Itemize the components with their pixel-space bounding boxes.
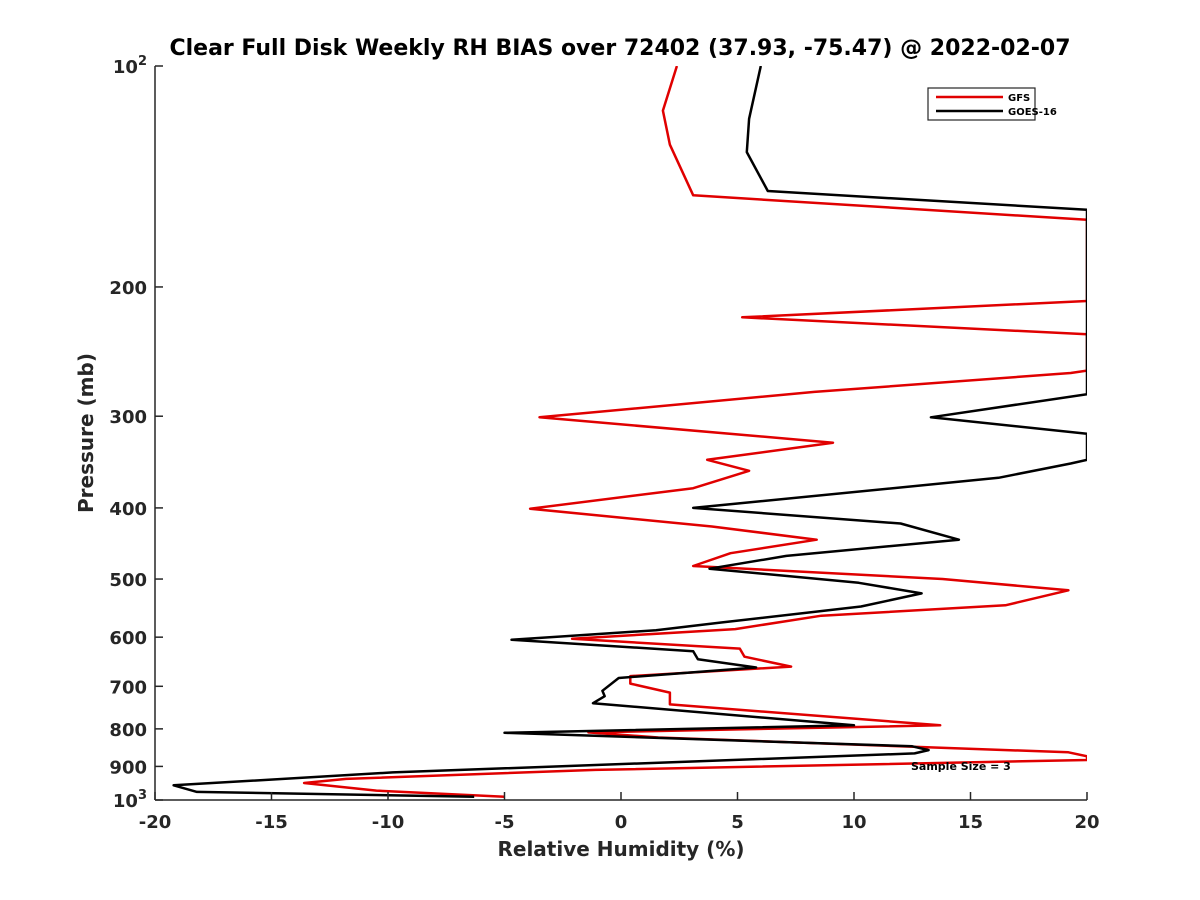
y-tick-label-power: 103 <box>113 788 147 812</box>
x-ticks: -20 -15 -10 -5 0 5 10 15 20 <box>139 792 1100 833</box>
chart-title: Clear Full Disk Weekly RH BIAS over 7240… <box>169 36 1070 61</box>
x-tick-label: 5 <box>731 812 744 833</box>
legend-label-gfs: GFS <box>1008 93 1030 104</box>
y-tick-label: 500 <box>109 570 147 591</box>
legend-box <box>927 87 1036 121</box>
sample-size-annotation: Sample Size = 3 <box>911 760 1011 773</box>
x-tick-label: 20 <box>1074 812 1099 833</box>
y-axis-label: Pressure (mb) <box>74 353 98 513</box>
y-tick-label: 900 <box>109 757 147 778</box>
y-tick-label: 600 <box>109 628 147 649</box>
y-ticks: 200 300 400 500 600 700 800 900 102 103 <box>109 54 163 812</box>
x-tick-label: 10 <box>841 812 866 833</box>
y-tick-label: 200 <box>109 278 147 299</box>
x-tick-label: 0 <box>615 812 628 833</box>
x-tick-label: -15 <box>255 812 288 833</box>
series-line-goes16 <box>172 66 1087 799</box>
y-tick-label: 700 <box>109 677 147 698</box>
y-tick-label: 800 <box>109 720 147 741</box>
x-tick-label: -10 <box>372 812 405 833</box>
x-tick-label: -20 <box>139 812 172 833</box>
x-tick-label: -5 <box>495 812 515 833</box>
y-tick-label-power: 102 <box>113 54 147 78</box>
series-layer <box>172 66 1087 799</box>
x-tick-label: 15 <box>958 812 983 833</box>
legend: GFS GOES-16 <box>927 87 1057 121</box>
x-axis-label: Relative Humidity (%) <box>497 837 744 861</box>
series-line-gfs <box>302 66 1087 799</box>
legend-label-goes16: GOES-16 <box>1008 107 1057 118</box>
y-tick-label: 300 <box>109 407 147 428</box>
y-tick-label: 400 <box>109 499 147 520</box>
